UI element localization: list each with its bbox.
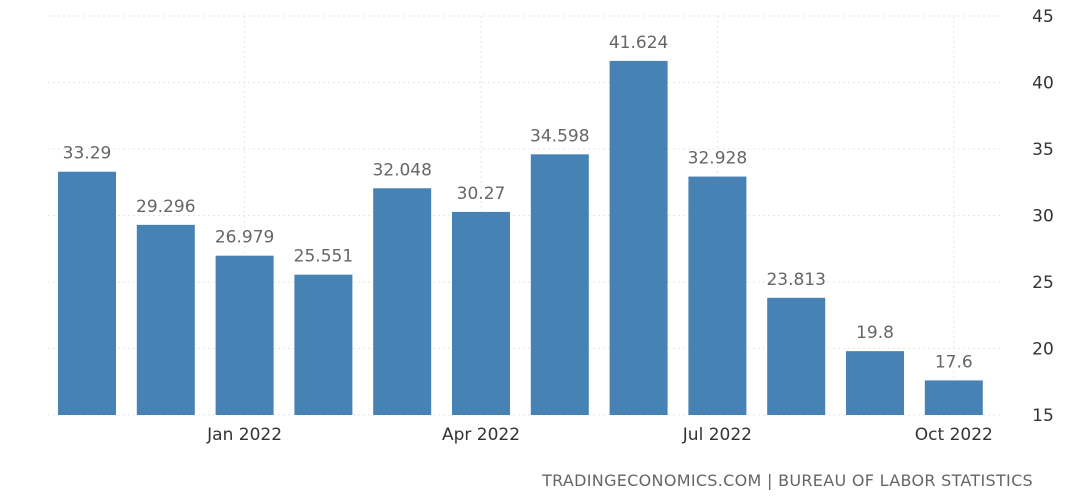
y-tick-label: 20	[1032, 340, 1054, 360]
y-tick-label: 30	[1032, 207, 1054, 227]
data-label: 33.29	[63, 144, 112, 164]
x-tick-label: Oct 2022	[915, 425, 993, 445]
y-tick-label: 15	[1032, 406, 1054, 426]
data-label: 26.979	[215, 228, 274, 248]
bar-dec-2021[interactable]	[136, 224, 195, 415]
bar-may-2022[interactable]	[530, 154, 589, 415]
grid-lines	[48, 15, 1000, 416]
data-label: 34.598	[530, 126, 589, 146]
y-tick-label: 40	[1032, 74, 1054, 94]
bar-nov-2021[interactable]	[58, 171, 116, 415]
bar-feb-2022[interactable]	[294, 274, 353, 415]
bar-jul-2022[interactable]	[688, 176, 747, 415]
bar-apr-2022[interactable]	[452, 211, 510, 415]
x-tick-label: Apr 2022	[442, 425, 520, 445]
bar-jun-2022[interactable]	[609, 60, 668, 416]
y-tick-label: 25	[1032, 273, 1054, 293]
data-label: 32.048	[372, 160, 431, 180]
bars	[58, 60, 983, 416]
data-label: 19.8	[856, 323, 894, 343]
data-label: 17.6	[935, 352, 973, 372]
bar-oct-2022[interactable]	[924, 380, 983, 415]
source-attribution: TRADINGECONOMICS.COM | BUREAU OF LABOR S…	[541, 471, 1033, 490]
y-tick-label: 35	[1032, 140, 1054, 160]
data-label: 41.624	[609, 33, 668, 53]
x-tick-label: Jan 2022	[206, 425, 282, 445]
data-label: 23.813	[766, 270, 825, 290]
data-label: 25.551	[294, 247, 353, 267]
bar-jan-2022[interactable]	[215, 255, 274, 415]
x-tick-label: Jul 2022	[682, 425, 752, 445]
y-axis: 15 20 25 30 35 40 45	[1032, 7, 1054, 426]
data-label: 30.27	[457, 184, 506, 204]
bar-aug-2022[interactable]	[767, 297, 826, 415]
bar-mar-2022[interactable]	[373, 188, 432, 415]
data-label: 29.296	[136, 197, 195, 217]
data-label: 32.928	[688, 149, 747, 169]
y-tick-label: 45	[1032, 7, 1054, 27]
data-labels: 33.29 29.296 26.979 25.551 32.048 30.27 34.598…	[63, 33, 973, 373]
bar-sep-2022[interactable]	[846, 351, 904, 415]
x-axis: Jan 2022 Apr 2022 Jul 2022 Oct 2022	[206, 425, 993, 445]
